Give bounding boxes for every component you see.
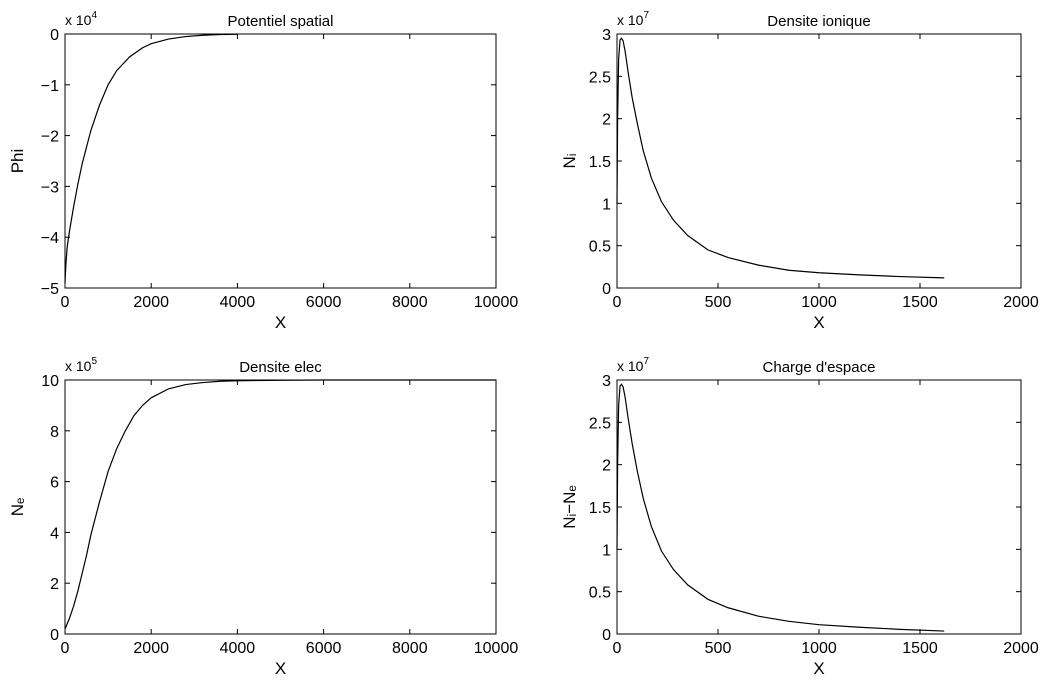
x-tick-label: 2000 <box>1003 640 1039 657</box>
y-tick-label: 0 <box>50 627 59 644</box>
x-tick-label: 1000 <box>801 640 837 657</box>
chart-panel-1: Potentiel spatial 0 2000 4000 6000 8000 10000 −… <box>8 10 518 332</box>
x-tick-label: 1500 <box>902 294 938 311</box>
chart-panel-3: Densite elec 0 2000 4000 6000 8000 10000 0 2 4 6 8 1… <box>8 356 518 678</box>
x-tick-label: 2000 <box>133 294 169 311</box>
x-tick-label: 2000 <box>1003 294 1039 311</box>
y-tick-label: −4 <box>41 230 59 247</box>
x-tick-label: 2000 <box>133 640 169 657</box>
y-tick-label: 0 <box>602 281 611 298</box>
exponent-label: x 105 <box>65 356 97 374</box>
x-tick-label: 1000 <box>801 294 837 311</box>
y-axis-label: Nᵢ <box>560 154 579 169</box>
y-tick-label: −5 <box>41 281 59 298</box>
x-tick-label: 0 <box>613 640 622 657</box>
x-tick-label: 0 <box>61 640 70 657</box>
series-line <box>64 33 238 283</box>
series-line <box>64 379 496 630</box>
exponent-base: x 10 <box>617 358 644 374</box>
y-tick-label: 0 <box>50 27 59 44</box>
x-axis-label: X <box>275 313 286 332</box>
y-tick-label: 0.5 <box>589 239 611 256</box>
x-tick-label: 4000 <box>220 294 256 311</box>
exponent-base: x 10 <box>65 358 92 374</box>
y-tick-label: 0 <box>602 627 611 644</box>
y-tick-label: −3 <box>41 179 59 196</box>
x-tick-label: 500 <box>705 294 732 311</box>
x-tick-label: 0 <box>613 294 622 311</box>
y-tick-label: 2 <box>602 112 611 129</box>
x-tick-label: 1500 <box>902 640 938 657</box>
y-axis-label: Phi <box>8 149 27 174</box>
x-tick-label: 6000 <box>306 640 342 657</box>
chart-title: Densite ionique <box>767 13 870 30</box>
axes-box <box>616 379 1022 635</box>
exponent-label: x 104 <box>65 10 97 28</box>
chart-title: Potentiel spatial <box>228 13 334 30</box>
series-line <box>616 383 945 632</box>
y-tick-label: 2.5 <box>589 69 611 86</box>
axes-box <box>64 379 497 635</box>
x-tick-label: 10000 <box>474 294 519 311</box>
exponent-power: 7 <box>643 356 649 367</box>
x-axis-label: X <box>813 313 824 332</box>
x-tick-label: 6000 <box>306 294 342 311</box>
exponent-power: 5 <box>91 356 97 367</box>
y-tick-label: 10 <box>41 373 59 390</box>
y-tick-label: 2 <box>602 458 611 475</box>
y-tick-label: 1 <box>602 196 611 213</box>
x-tick-label: 500 <box>705 640 732 657</box>
x-tick-label: 8000 <box>392 294 428 311</box>
y-tick-label: 1 <box>602 542 611 559</box>
y-tick-label: −1 <box>41 78 59 95</box>
exponent-power: 4 <box>91 10 97 21</box>
chart-panel-4: Charge d'espace 0 500 1000 1500 2000 0 0.5 1 1.5 2… <box>560 356 1039 678</box>
x-tick-label: 4000 <box>220 640 256 657</box>
y-tick-label: 2 <box>50 576 59 593</box>
exponent-base: x 10 <box>617 12 644 28</box>
y-tick-label: 3 <box>602 373 611 390</box>
axes-box <box>616 33 1022 289</box>
exponent-power: 7 <box>643 10 649 21</box>
exponent-base: x 10 <box>65 12 92 28</box>
y-tick-label: 6 <box>50 475 59 492</box>
x-axis-label: X <box>813 659 824 678</box>
x-tick-label: 8000 <box>392 640 428 657</box>
y-tick-label: −2 <box>41 129 59 146</box>
x-tick-label: 0 <box>61 294 70 311</box>
y-tick-label: 4 <box>50 525 59 542</box>
chart-title: Charge d'espace <box>763 359 876 376</box>
y-tick-label: 1.5 <box>589 154 611 171</box>
x-axis-label: X <box>275 659 286 678</box>
chart-panel-2: Densite ionique 0 500 1000 1500 2000 0 0.5 1 1.5 2… <box>560 10 1039 332</box>
y-tick-label: 0.5 <box>589 585 611 602</box>
series-line <box>616 37 945 279</box>
y-axis-label: Nᵢ−Nₑ <box>560 485 579 528</box>
exponent-label: x 107 <box>617 356 649 374</box>
y-tick-label: 1.5 <box>589 500 611 517</box>
y-tick-label: 3 <box>602 27 611 44</box>
exponent-label: x 107 <box>617 10 649 28</box>
y-axis-label: Nₑ <box>8 498 27 517</box>
y-tick-label: 2.5 <box>589 415 611 432</box>
x-tick-label: 10000 <box>474 640 519 657</box>
axes-box <box>64 33 497 289</box>
y-tick-label: 8 <box>50 424 59 441</box>
chart-title: Densite elec <box>239 359 322 376</box>
